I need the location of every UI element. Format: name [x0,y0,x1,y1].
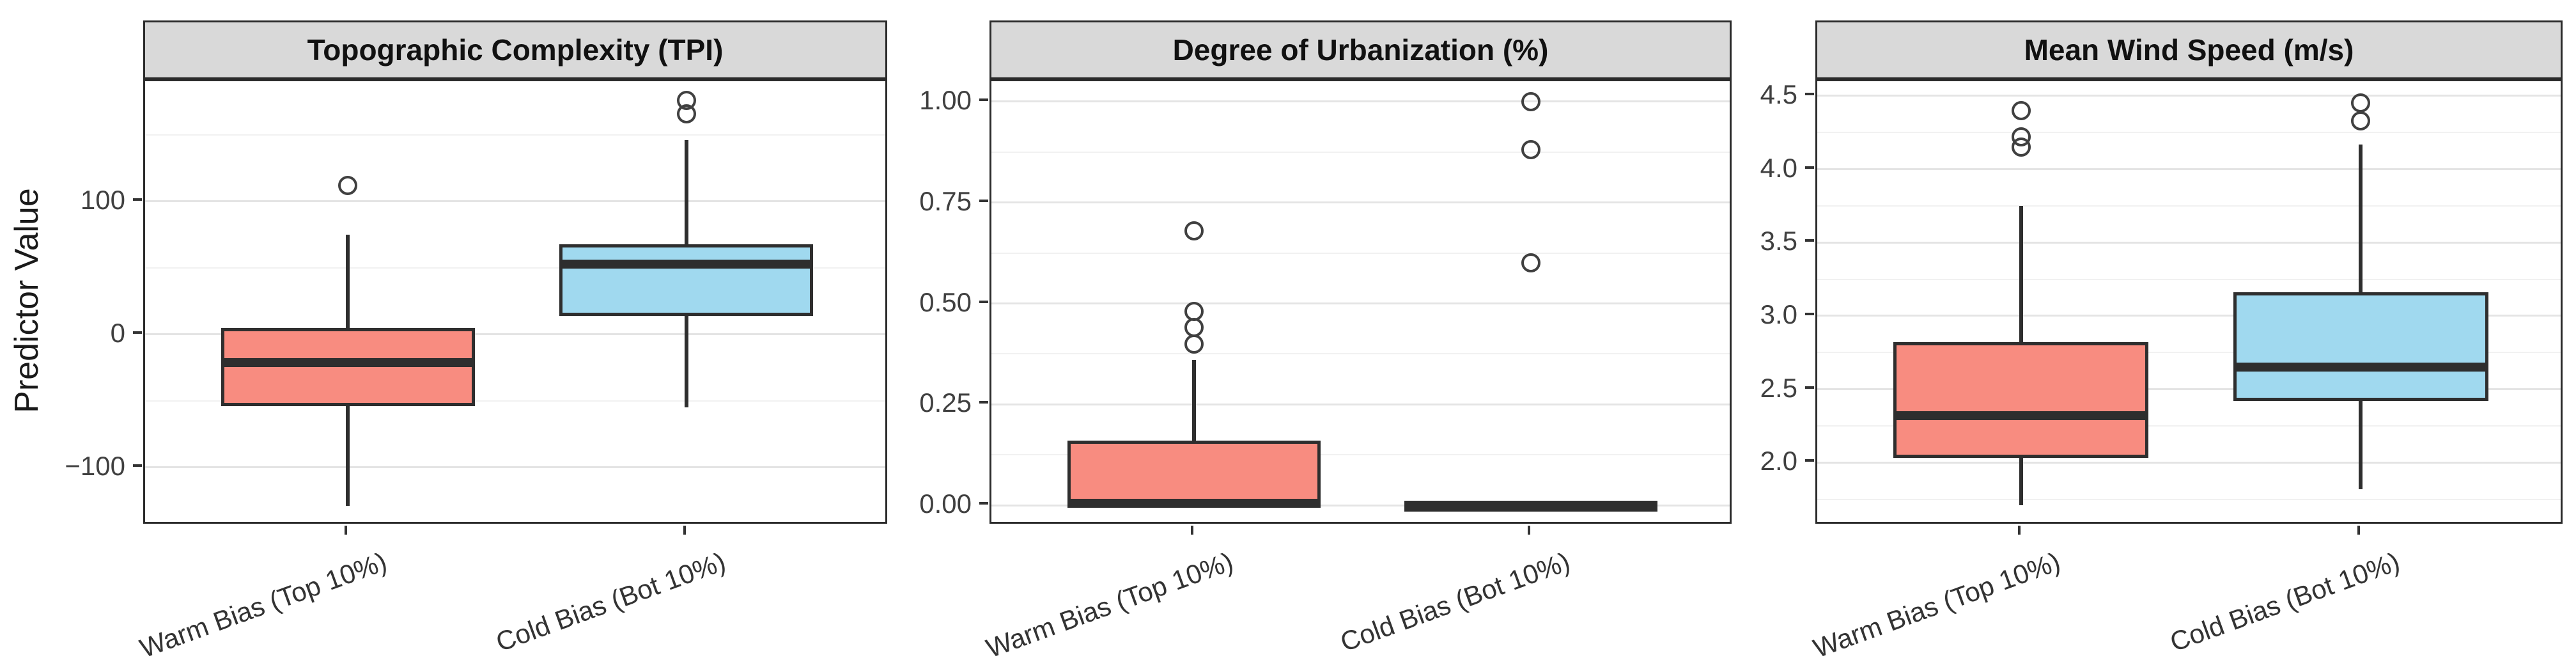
x-tick-mark [1528,526,1531,535]
x-tick-mark [345,526,348,535]
y-tick-mark [1805,92,1814,95]
median-line [221,357,475,367]
outlier-point [1521,253,1541,273]
y-tick-mark [979,502,988,505]
box-iqr [2233,292,2488,402]
box-iqr [559,244,814,316]
plot-area [143,79,887,524]
facet-title: Topographic Complexity (TPI) [307,33,724,67]
x-category-label: Warm Bias (Top 10%) [982,546,1237,664]
minor-gridline [145,400,885,402]
y-tick-mark [133,198,142,201]
outlier-point [2011,100,2031,120]
minor-gridline [991,454,1730,456]
x-category-label: Warm Bias (Top 10%) [1809,546,2064,664]
y-tick-label: 3.0 [1760,299,1797,329]
facet-strip: Degree of Urbanization (%) [989,20,1732,79]
y-tick-label: 0.50 [919,286,972,317]
y-tick-mark [1805,312,1814,315]
outlier-point [2351,93,2371,113]
minor-gridline [1817,132,2561,134]
minor-gridline [1817,498,2561,500]
y-tick-label: 0.75 [919,185,972,216]
y-tick-label: 2.0 [1760,446,1797,476]
minor-gridline [991,353,1730,355]
y-tick-mark [979,300,988,303]
y-tick-label: 0.00 [919,489,972,519]
y-tick-label: −100 [65,450,125,481]
facet-title: Mean Wind Speed (m/s) [2024,33,2354,67]
plot-area [989,79,1732,524]
minor-gridline [145,134,885,136]
outlier-point [1521,140,1541,160]
y-tick-label: 0.25 [919,388,972,418]
box-iqr [1067,441,1321,506]
y-tick-mark [979,401,988,404]
major-gridline [145,200,885,203]
major-gridline [1817,388,2561,391]
x-category-label: Warm Bias (Top 10%) [136,546,391,664]
facet-title: Degree of Urbanization (%) [1172,33,1549,67]
y-tick-mark [979,199,988,202]
median-line [1067,499,1321,508]
x-tick-mark [1190,526,1193,535]
outlier-point [2011,127,2031,147]
y-tick-mark [979,98,988,101]
whisker-line [1191,359,1196,506]
median-line [559,259,814,269]
minor-gridline [1817,352,2561,354]
y-tick-mark [1805,386,1814,389]
facet-strip: Topographic Complexity (TPI) [143,20,887,79]
y-axis-title: Predictor Value [8,188,45,413]
plot-area [1815,79,2563,524]
x-tick-mark [2017,526,2021,535]
minor-gridline [1817,425,2561,427]
major-gridline [1817,95,2561,97]
minor-gridline [991,151,1730,153]
outlier-point [676,90,696,110]
y-tick-label: 1.00 [919,84,972,115]
y-tick-mark [1805,166,1814,169]
y-tick-mark [1805,239,1814,242]
outlier-point [1184,334,1204,354]
outlier-point [1521,91,1541,111]
major-gridline [1817,315,2561,317]
minor-gridline [1817,205,2561,207]
y-tick-mark [133,464,142,467]
major-gridline [1817,168,2561,171]
y-tick-label: 3.5 [1760,226,1797,256]
major-gridline [1817,461,2561,464]
y-tick-label: 4.5 [1760,79,1797,109]
y-tick-label: 2.5 [1760,372,1797,403]
major-gridline [991,100,1730,103]
median-line [1893,411,2149,420]
major-gridline [991,201,1730,204]
major-gridline [1817,241,2561,244]
major-gridline [991,302,1730,304]
major-gridline [991,504,1730,506]
minor-gridline [145,267,885,269]
y-tick-label: 4.0 [1760,152,1797,183]
x-tick-mark [2357,526,2361,535]
minor-gridline [1817,278,2561,280]
y-tick-mark [1805,459,1814,462]
major-gridline [145,466,885,469]
median-line [1404,501,1658,510]
major-gridline [145,333,885,336]
y-tick-label: 0 [110,317,125,348]
outlier-point [2351,111,2371,130]
minor-gridline [991,252,1730,254]
box-iqr [221,327,475,407]
major-gridline [991,403,1730,405]
outlier-point [338,176,358,196]
median-line [2233,363,2488,372]
y-tick-mark [133,331,142,334]
box-iqr [1893,342,2149,459]
x-tick-mark [683,526,686,535]
outlier-point [1184,221,1204,240]
facet-strip: Mean Wind Speed (m/s) [1815,20,2563,79]
outlier-point [1184,302,1204,322]
y-tick-label: 100 [80,184,125,215]
